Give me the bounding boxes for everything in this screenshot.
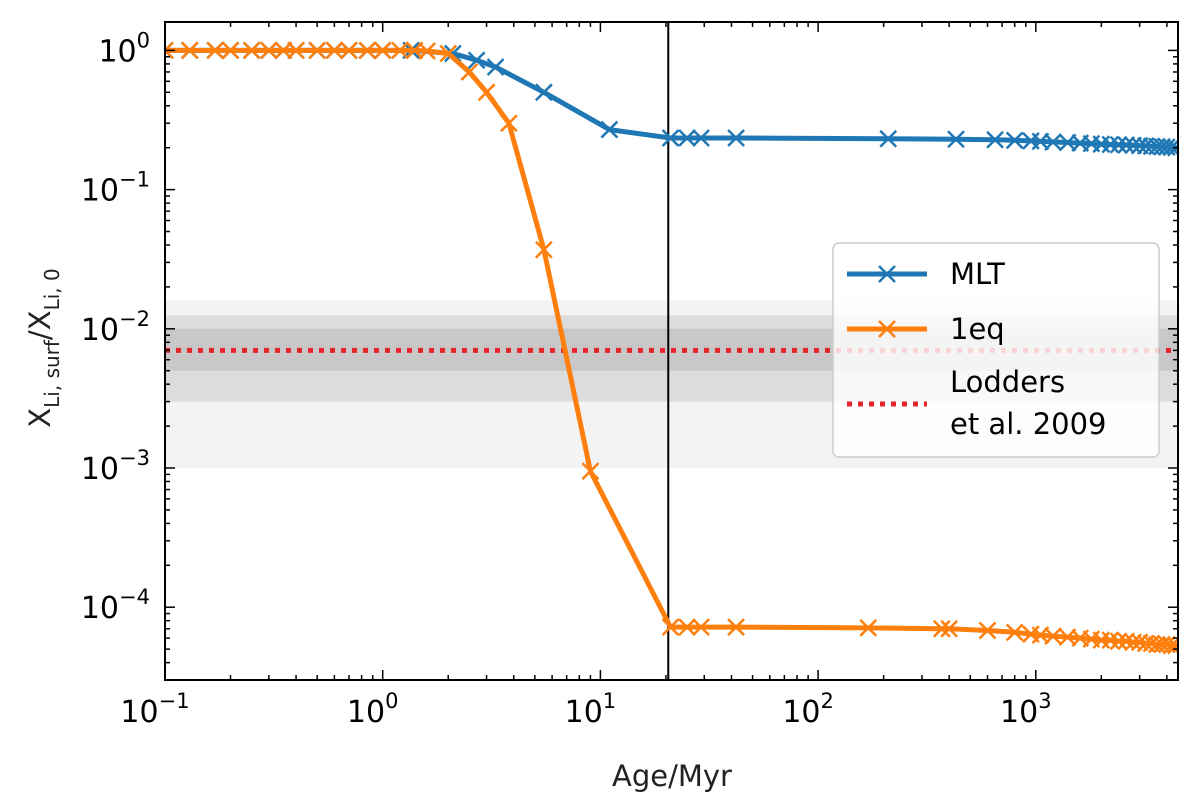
data-point-1eq-11 [358, 41, 377, 60]
axes-layer: 10−1 100 101 102 103 100 10−1 10−2 10−3 10−4 [81, 21, 1179, 730]
data-point-MLT-21 [692, 129, 710, 147]
data-point-MLT-29 [1044, 133, 1062, 151]
data-point-1eq-13 [391, 41, 409, 60]
data-point-MLT-25 [986, 130, 1004, 149]
data-point-MLT-24 [947, 130, 965, 149]
data-point-1eq-16 [439, 44, 458, 63]
data-point-1eq-40 [1117, 632, 1136, 651]
data-point-MLT-20 [678, 129, 696, 147]
data-point-1eq-9 [325, 41, 344, 60]
data-point-1eq-3 [221, 41, 240, 60]
data-point-MLT-15 [467, 51, 486, 70]
data-point-1eq-4 [242, 41, 261, 60]
y-label-sep: /X [23, 310, 57, 340]
x-tick-label-4: 103 [1000, 689, 1052, 730]
y-tick-label-2: 10−2 [81, 307, 150, 348]
y-label-sub2: Li, 0 [40, 268, 64, 310]
data-point-MLT-14 [443, 44, 462, 63]
data-point-MLT-16 [486, 58, 505, 76]
data-point-1eq-15 [418, 42, 437, 60]
data-point-1eq-39 [1109, 632, 1128, 651]
y-tick-label-1: 10−1 [81, 168, 150, 209]
data-point-1eq-21 [581, 462, 600, 480]
data-point-MLT-44 [1162, 138, 1178, 157]
data-point-1eq-29 [978, 621, 997, 640]
data-point-1eq-24 [692, 618, 710, 636]
data-point-1eq-33 [1044, 627, 1062, 645]
legend-label-lodders-line2: et al. 2009 [950, 407, 1107, 441]
y-label-sub1: Li, surf [40, 339, 64, 408]
x-tick-label-3: 102 [782, 689, 834, 730]
y-label-main: X [23, 408, 57, 428]
legend-marker-MLT [878, 265, 896, 283]
data-point-1eq-30 [1005, 623, 1024, 642]
legend-label-MLT: MLT [950, 257, 1005, 291]
data-point-1eq-18 [477, 83, 496, 102]
data-point-1eq-49 [1166, 636, 1178, 655]
data-point-MLT-34 [1101, 135, 1120, 154]
data-point-1eq-27 [932, 619, 951, 638]
y-tick-label-0: 100 [98, 28, 150, 69]
data-point-1eq-22 [661, 618, 680, 636]
data-point-1eq-19 [500, 114, 518, 133]
data-point-1eq-23 [678, 618, 696, 636]
data-point-1eq-1 [180, 41, 199, 60]
data-point-1eq-26 [859, 619, 878, 637]
data-point-1eq-12 [373, 41, 392, 60]
legend-label-1eq: 1eq [950, 312, 1005, 346]
legend-label-lodders-line1: Lodders [950, 365, 1065, 399]
data-point-MLT-17 [534, 83, 553, 102]
data-point-1eq-5 [259, 41, 278, 60]
data-point-MLT-19 [661, 129, 680, 147]
x-tick-label-2: 101 [565, 689, 617, 730]
x-tick-label-0: 10−1 [120, 689, 189, 730]
data-point-MLT-26 [1005, 131, 1024, 150]
x-tick-label-1: 100 [347, 689, 399, 730]
data-point-1eq-2 [206, 41, 225, 60]
data-point-1eq-8 [308, 41, 327, 60]
x-axis-label: Age/Myr [612, 759, 732, 793]
data-point-MLT-23 [879, 129, 898, 148]
data-point-1eq-7 [287, 41, 305, 60]
data-point-1eq-48 [1162, 636, 1178, 655]
data-point-1eq-17 [460, 63, 479, 81]
legend-marker-1eq [878, 320, 896, 338]
data-point-MLT-35 [1109, 135, 1128, 154]
y-tick-label-4: 10−4 [81, 585, 150, 626]
data-point-MLT-18 [600, 120, 619, 139]
y-tick-label-3: 10−3 [81, 446, 150, 487]
data-point-1eq-28 [940, 619, 959, 638]
data-point-1eq-6 [274, 41, 293, 60]
y-axis-label: XLi, surf/XLi, 0 [23, 268, 64, 427]
legend: MLT 1eq Lodders et al. 2009 [832, 242, 1160, 458]
data-point-1eq-20 [534, 240, 553, 259]
data-point-1eq-0 [165, 41, 174, 60]
series-layer [165, 41, 1178, 655]
data-point-MLT-22 [727, 129, 745, 147]
data-point-1eq-10 [340, 41, 358, 60]
data-point-1eq-25 [727, 618, 745, 636]
data-point-MLT-36 [1117, 136, 1136, 154]
